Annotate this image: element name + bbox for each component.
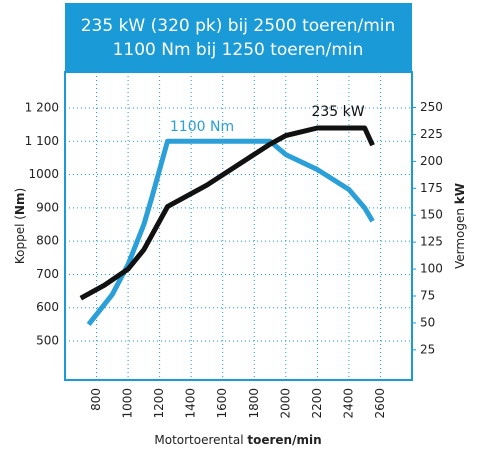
label-part: ) [13, 188, 27, 193]
x-tick-label: 1600 [215, 388, 229, 419]
y2-tick-label: 200 [420, 154, 443, 168]
y2-tick-label: 75 [420, 289, 435, 303]
x-tick-label: 2600 [373, 388, 387, 419]
label-part: kW [453, 183, 467, 204]
plot-frame [64, 71, 413, 381]
y2-tick-label: 125 [420, 235, 443, 249]
y-tick-label: 600 [36, 300, 59, 314]
x-tick-label: 1400 [184, 388, 198, 419]
title-box [65, 3, 412, 72]
y2-tick-label: 100 [420, 262, 443, 276]
y-tick-label: 500 [36, 334, 59, 348]
y2-tick-label: 225 [420, 127, 443, 141]
x-tick-label: 2200 [310, 388, 324, 419]
x-axis-label: Motortoerental toeren/min [154, 433, 321, 447]
line-series [79, 125, 375, 301]
y-tick-label: 700 [36, 267, 59, 281]
x-tick-label: 1200 [152, 388, 166, 419]
label-part: Vermogen [453, 204, 467, 269]
y2-tick-label: 175 [420, 181, 443, 195]
y-tick-label: 800 [36, 234, 59, 248]
y2-tick-label: 25 [420, 342, 435, 356]
y-axis-label: Koppel (Nm) [13, 188, 27, 264]
y2-tick-label: 150 [420, 208, 443, 222]
y-tick-label: 1 100 [25, 134, 59, 148]
y-tick-label: 900 [36, 200, 59, 214]
label-part: Motortoerental [154, 433, 247, 447]
label-part: toeren/min [247, 433, 321, 447]
x-tick-label: 1000 [121, 388, 135, 419]
x-tick-label: 2400 [341, 388, 355, 419]
x-tick-label: 2000 [278, 388, 292, 419]
y2-axis-label: Vermogen kW [453, 183, 467, 269]
y-tick-label: 1000 [28, 167, 59, 181]
x-tick-label: 1800 [247, 388, 261, 419]
chart-title: 1100 Nm bij 1250 toeren/min [113, 40, 364, 60]
label-part: Nm [13, 193, 27, 216]
label-part: Koppel ( [13, 215, 27, 264]
chart-title: 235 kW (320 pk) bij 2500 toeren/min [81, 16, 396, 36]
series-label: 235 kW [311, 104, 364, 120]
y2-tick-label: 250 [420, 100, 443, 114]
y-tick-label: 1 200 [25, 100, 59, 114]
series-label: 1100 Nm [170, 119, 234, 135]
y2-tick-label: 50 [420, 315, 435, 329]
x-tick-label: 800 [89, 388, 103, 411]
